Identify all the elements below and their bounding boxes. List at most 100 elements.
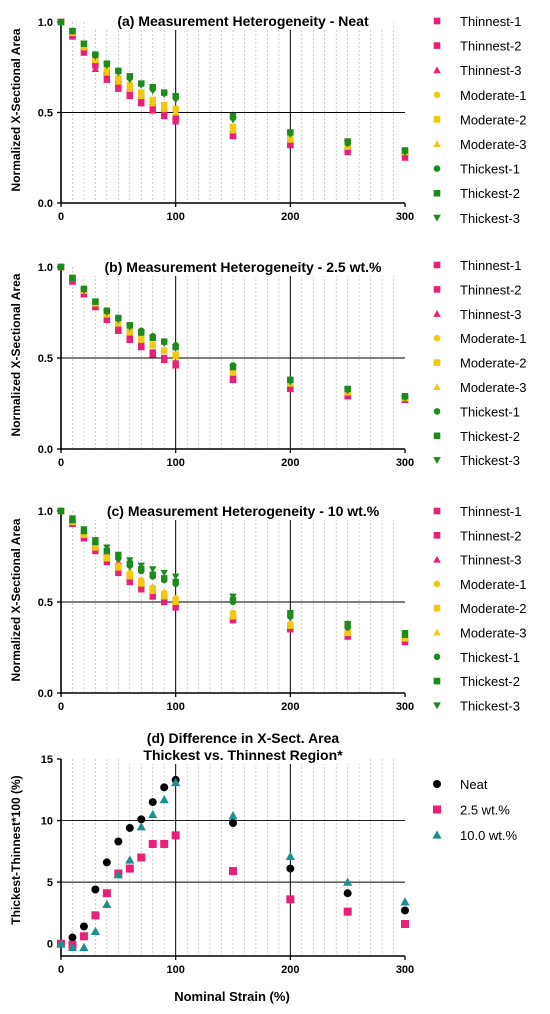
data-point-thickest-3 <box>137 329 145 337</box>
data-point-thickest-3 <box>91 298 100 306</box>
data-point-moderate-3 <box>149 99 157 107</box>
y-tick-label: 0.0 <box>38 688 53 700</box>
y-tick-label: 15 <box>41 754 53 766</box>
x-tick-label: 300 <box>396 701 414 713</box>
data-point-thinnest-3 <box>114 85 123 92</box>
data-point-neat <box>148 798 157 807</box>
data-point-2-5-wt <box>343 907 352 916</box>
data-point-thickest-3 <box>401 149 409 156</box>
legend-label-thickest-1: Thickest-1 <box>460 404 520 419</box>
x-tick-label: 0 <box>58 211 64 223</box>
data-point-thinnest-3 <box>91 303 100 310</box>
chart-title: (a) Measurement Heterogeneity - Neat <box>117 13 369 29</box>
legend-label-thinnest-3: Thinnest-3 <box>460 553 521 568</box>
data-point-thickest-2 <box>149 571 156 578</box>
data-point-thinnest-3 <box>68 32 77 40</box>
data-point-thickest-3 <box>286 131 295 138</box>
legend-label-thinnest-2: Thinnest-2 <box>460 282 521 297</box>
data-point-thinnest-1 <box>115 569 122 577</box>
data-point-10-0-wt <box>285 851 295 860</box>
data-point-neat <box>160 783 169 792</box>
data-point-10-0-wt <box>148 809 158 819</box>
data-point-2-5-wt <box>148 839 157 848</box>
y-tick-label: 5 <box>47 877 53 889</box>
x-tick-label: 300 <box>396 964 414 976</box>
data-point-moderate-3 <box>114 78 123 85</box>
legend-label-thinnest-2: Thinnest-2 <box>460 39 521 54</box>
legend-label-thinnest-3: Thinnest-3 <box>460 307 521 322</box>
data-point-neat <box>125 823 134 832</box>
data-point-thinnest-3 <box>401 154 409 161</box>
data-point-moderate-3 <box>160 105 168 112</box>
data-point-neat <box>102 858 111 867</box>
data-point-2-5-wt <box>102 889 111 898</box>
legend-label-neat: Neat <box>460 777 488 792</box>
data-point-thickest-3 <box>149 335 157 342</box>
legend-label-thinnest-3: Thinnest-3 <box>460 63 521 78</box>
data-point-thickest-3 <box>57 19 65 26</box>
legend-label-moderate-3: Moderate-3 <box>460 380 526 395</box>
data-point-moderate-3 <box>126 85 134 92</box>
y-tick-label: 10 <box>41 816 53 828</box>
data-point-moderate-3 <box>91 543 100 551</box>
data-point-moderate-3 <box>149 341 157 349</box>
data-point-thickest-3 <box>137 562 145 570</box>
legend-marker-moderate-1 <box>433 91 441 99</box>
legend-marker-thickest-1 <box>433 408 441 415</box>
legend-label-10-0-wt: 10.0 wt.% <box>460 828 518 843</box>
chart-title: (b) Measurement Heterogeneity - 2.5 wt.% <box>105 259 383 275</box>
data-point-thickest-3 <box>401 629 409 637</box>
data-point-thickest-2 <box>172 93 179 100</box>
data-point-10-0-wt <box>56 939 66 948</box>
data-point-10-0-wt <box>79 942 89 952</box>
y-tick-label: 0.0 <box>38 444 53 456</box>
data-point-thinnest-1 <box>126 578 133 586</box>
data-point-thinnest-3 <box>137 343 145 351</box>
y-tick-label: 1.0 <box>38 17 53 29</box>
data-point-thickest-2 <box>172 578 179 586</box>
data-point-thickest-3 <box>286 609 295 617</box>
data-point-2-5-wt <box>171 831 180 840</box>
title-background <box>121 746 365 764</box>
data-point-thickest-3 <box>80 287 88 295</box>
data-point-thickest-3 <box>68 274 77 282</box>
data-point-moderate-3 <box>149 587 157 595</box>
data-point-neat <box>229 819 237 828</box>
data-point-thickest-3 <box>57 264 65 271</box>
data-point-thinnest-3 <box>149 107 157 114</box>
legend-marker-thickest-3 <box>433 214 441 222</box>
legend-label-moderate-2: Moderate-2 <box>460 356 526 371</box>
data-point-2-5-wt <box>125 864 134 873</box>
panel-a: 0 100 200 300 0.0 0.5 1.0 Normalized X-Sectiona… <box>9 12 526 226</box>
data-point-moderate-3 <box>126 572 134 580</box>
data-point-thickest-3 <box>114 69 123 77</box>
legend-label-moderate-2: Moderate-2 <box>460 601 526 616</box>
legend-label-moderate-1: Moderate-1 <box>460 577 526 592</box>
panel-d: 0 100 200 300 0 5 10 15 Thickest-Thinnest*100 (%… <box>9 729 518 976</box>
data-point-moderate-3 <box>137 336 145 343</box>
legend-label-moderate-1: Moderate-1 <box>460 88 526 103</box>
data-point-moderate-3 <box>103 554 111 562</box>
legend-marker-thickest-1 <box>433 165 441 172</box>
data-point-10-0-wt <box>400 897 410 906</box>
panel-b: 0 100 200 300 0.0 0.5 1.0 Normalized X-Sectiona… <box>9 258 526 469</box>
legend-marker-thickest-2 <box>433 189 441 197</box>
y-tick-label: 1.0 <box>38 506 53 518</box>
data-point-thickest-3 <box>229 364 237 371</box>
data-point-thickest-3 <box>160 340 168 348</box>
data-point-moderate-3 <box>126 328 134 336</box>
data-point-thinnest-1 <box>138 586 145 593</box>
data-point-thickest-3 <box>160 91 168 99</box>
legend-label-moderate-3: Moderate-3 <box>460 626 526 641</box>
data-point-thickest-3 <box>126 557 134 564</box>
data-point-thinnest-1 <box>103 558 111 566</box>
data-point-thickest-3 <box>286 378 295 386</box>
data-point-thinnest-3 <box>171 361 180 369</box>
data-point-moderate-3 <box>103 69 111 76</box>
x-tick-label: 0 <box>58 964 64 976</box>
data-point-thickest-3 <box>343 387 352 395</box>
data-point-thinnest-3 <box>103 316 111 323</box>
legend-marker-moderate-3 <box>433 628 441 636</box>
data-point-2-5-wt <box>137 853 146 862</box>
data-point-thickest-3 <box>171 573 180 581</box>
